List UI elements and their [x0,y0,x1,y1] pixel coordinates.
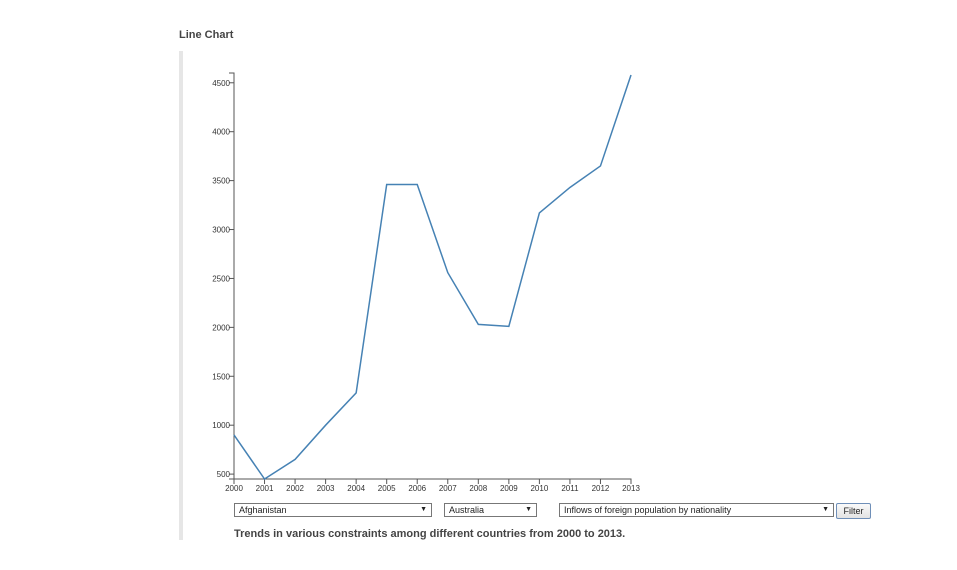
chevron-down-icon: ▼ [822,506,829,513]
x-tick-label-2004: 2004 [347,484,365,493]
y-tick-label-3000: 3000 [212,226,230,235]
x-tick-label-2012: 2012 [592,484,610,493]
x-tick-label-2011: 2011 [561,484,579,493]
y-tick-label-1500: 1500 [212,372,230,381]
panel-divider [179,51,183,540]
filter-button[interactable]: Filter [836,503,871,519]
x-tick-label-2010: 2010 [530,484,548,493]
x-tick-label-2008: 2008 [469,484,487,493]
x-tick-label-2005: 2005 [378,484,396,493]
x-tick-label-2003: 2003 [317,484,335,493]
y-tick-label-2500: 2500 [212,274,230,283]
country-select-1-value: Afghanistan [239,505,287,515]
x-tick-label-2013: 2013 [622,484,640,493]
y-axis-line [229,72,235,480]
y-tick-label-4000: 4000 [212,128,230,137]
x-tick-label-2006: 2006 [408,484,426,493]
chevron-down-icon: ▼ [420,506,427,513]
series-layer [233,74,632,481]
y-tick-label-500: 500 [217,470,231,479]
x-tick-label-2001: 2001 [256,484,274,493]
x-tick-label-2007: 2007 [439,484,457,493]
y-tick-label-4500: 4500 [212,79,230,88]
y-tick-label-1000: 1000 [212,421,230,430]
x-tick-label-2009: 2009 [500,484,518,493]
country-select-1[interactable]: Afghanistan ▼ [234,503,432,517]
x-tick-label-2002: 2002 [286,484,304,493]
y-tick-label-2000: 2000 [212,323,230,332]
indicator-select[interactable]: Inflows of foreign population by nationa… [559,503,834,517]
page-title: Line Chart [179,29,234,41]
country-select-2-value: Australia [449,505,485,515]
x-axis: 2000 2001 2002 2003 2004 2005 2006 2007 2008 2009… [225,478,640,493]
series-line-0 [233,74,632,481]
country-select-2[interactable]: Australia ▼ [444,503,537,517]
y-tick-label-3500: 3500 [212,177,230,186]
chart-caption: Trends in various constraints among diff… [234,528,626,540]
chevron-down-icon: ▼ [525,506,532,513]
y-axis: 500 1000 1500 2000 2500 3000 3500 4000 4500 [212,72,235,480]
x-tick-label-2000: 2000 [225,484,243,493]
indicator-select-value: Inflows of foreign population by nationa… [564,505,732,515]
